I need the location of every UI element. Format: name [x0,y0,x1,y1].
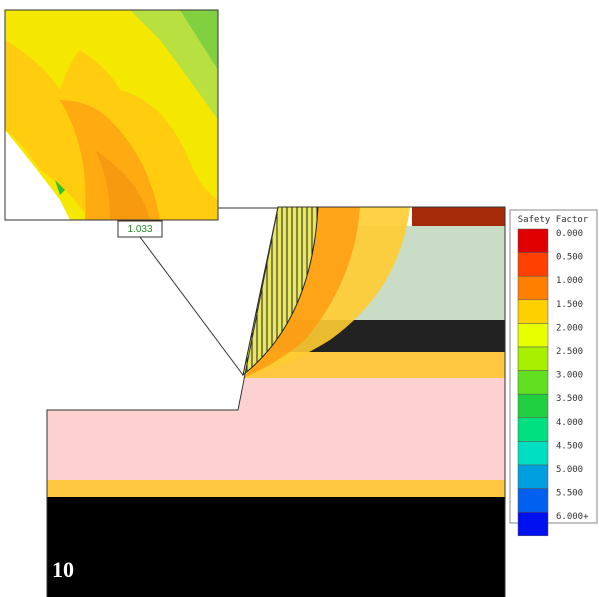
legend-label: 6.000+ [556,512,589,522]
layer-black-bottom [47,497,505,597]
legend-swatch [518,347,548,371]
legend-label: 3.000 [556,371,583,381]
legend-label: 5.500 [556,489,583,499]
callout-label: 1.033 [127,224,152,235]
legend-label: 0.500 [556,253,583,263]
legend-swatch [518,300,548,324]
legend-swatch [518,253,548,277]
legend-title: Safety Factor [518,215,589,225]
legend-label: 1.500 [556,300,583,310]
layer-pink [47,378,505,480]
legend-swatch [518,512,548,536]
legend-label: 3.500 [556,394,583,404]
legend-swatch [518,394,548,418]
inset-contours [5,10,218,220]
legend-swatch [518,371,548,395]
legend-label: 4.000 [556,418,583,428]
legend-swatch [518,276,548,300]
legend-swatch [518,465,548,489]
screenshot: 1.033 Safety Factor 0.000 0.500 1.000 1.500… [0,0,599,597]
legend-swatch [518,441,548,465]
legend-label: 1.000 [556,276,583,286]
legend-swatch [518,229,548,253]
legend-label: 4.500 [556,441,583,451]
callout-leader [140,237,243,375]
legend-swatch [518,323,548,347]
legend-label: 2.500 [556,347,583,357]
legend-label: 0.000 [556,229,583,239]
layer-red-top [412,207,505,226]
legend-label: 5.000 [556,465,583,475]
legend-swatch [518,418,548,442]
figure-label: 10 [52,557,74,582]
legend-swatch [518,489,548,513]
legend-label: 2.000 [556,323,583,333]
layer-orange-lower [47,480,505,497]
